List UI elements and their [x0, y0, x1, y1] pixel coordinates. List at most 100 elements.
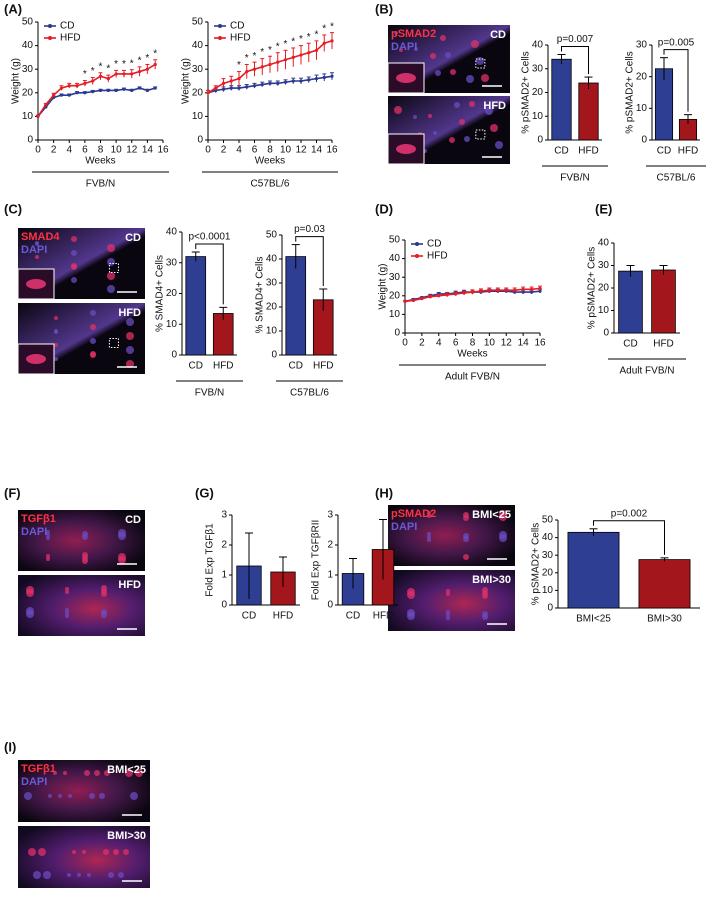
significance-star: *	[245, 53, 249, 64]
point	[106, 77, 110, 81]
x-tick-label: 2	[221, 145, 227, 156]
bar	[638, 559, 691, 609]
point	[114, 72, 118, 76]
cell-nucleus	[103, 849, 109, 855]
y-tick-label: 0	[327, 600, 333, 611]
y-tick-label: 0	[394, 328, 400, 339]
inset-signal	[26, 354, 46, 364]
point	[479, 289, 483, 293]
significance-bracket	[561, 46, 589, 75]
point	[122, 72, 126, 76]
y-tick-label: 40	[192, 40, 204, 51]
cell-nucleus	[46, 557, 50, 561]
bar	[651, 269, 676, 334]
cell-nucleus	[82, 534, 88, 540]
cell-nucleus	[26, 589, 34, 597]
significance-bracket	[295, 236, 324, 286]
micrograph-tissue	[18, 826, 150, 888]
cell-nucleus	[87, 873, 91, 877]
x-axis-label: Weeks	[85, 156, 115, 167]
significance-star: *	[106, 64, 110, 75]
x-tick-label: 4	[66, 145, 72, 156]
bar	[618, 270, 643, 334]
cell-nucleus	[104, 770, 110, 776]
p-value: p=0.002	[611, 508, 648, 519]
cell-nucleus	[107, 285, 115, 293]
y-axis-label: Weight (g)	[378, 264, 389, 310]
cell-nucleus	[414, 47, 418, 51]
bar	[212, 313, 234, 356]
inset-signal	[396, 144, 416, 154]
point	[137, 86, 142, 90]
group-label: C57BL/6	[290, 388, 329, 399]
legend-label: HFD	[427, 251, 448, 262]
x-tick-label: 12	[126, 145, 138, 156]
cell-nucleus	[466, 75, 474, 83]
y-tick-label: 2	[327, 540, 333, 551]
y-tick-label: 50	[542, 515, 554, 526]
cell-nucleus	[445, 52, 451, 58]
cell-nucleus	[82, 558, 88, 564]
point	[307, 51, 311, 55]
point	[237, 86, 241, 90]
bar	[185, 256, 207, 356]
x-tick-label: HFD	[373, 611, 394, 622]
cell-nucleus	[54, 343, 58, 347]
condition-label: CD	[125, 232, 141, 244]
y-tick-label: 30	[166, 257, 178, 268]
point	[330, 39, 334, 43]
point	[513, 288, 517, 292]
x-tick-label: 14	[311, 145, 323, 156]
significance-star: *	[315, 30, 319, 41]
cell-nucleus	[463, 536, 469, 542]
x-tick-label: 6	[82, 145, 88, 156]
cell-nucleus	[107, 258, 115, 266]
bar	[285, 256, 307, 356]
significance-star: *	[138, 55, 142, 66]
condition-label: BMI>30	[472, 574, 511, 586]
cell-nucleus	[28, 848, 36, 856]
point	[411, 298, 416, 303]
cell-nucleus	[63, 771, 67, 775]
point	[59, 86, 64, 90]
cell-nucleus	[118, 872, 124, 878]
x-tick-label: HFD	[578, 146, 599, 157]
point	[314, 48, 319, 52]
cell-nucleus	[449, 137, 455, 143]
cell-nucleus	[58, 794, 62, 798]
roi-box	[475, 129, 486, 140]
point	[283, 80, 288, 84]
y-tick-label: 0	[221, 600, 227, 611]
cell-nucleus	[463, 515, 469, 521]
y-tick-label: 50	[389, 235, 401, 246]
cell-nucleus	[433, 131, 437, 135]
cell-nucleus	[43, 871, 51, 879]
point	[445, 293, 449, 297]
y-tick-label: 3	[221, 510, 227, 521]
point	[237, 77, 241, 81]
cell-nucleus	[471, 40, 479, 48]
y-tick-label: 40	[598, 238, 610, 249]
cell-nucleus	[499, 513, 507, 521]
legend-marker	[415, 242, 419, 246]
cell-nucleus	[427, 532, 431, 536]
cell-nucleus	[446, 592, 450, 596]
significance-star: *	[276, 41, 280, 52]
condition-label: BMI>30	[107, 830, 146, 842]
point	[496, 288, 500, 292]
condition-label: HFD	[118, 579, 141, 591]
x-tick-label: 10	[484, 338, 496, 349]
point	[153, 86, 157, 90]
significance-star: *	[307, 32, 311, 43]
y-tick-label: 10	[636, 103, 648, 114]
y-tick-label: 40	[166, 227, 178, 238]
y-tick-label: 20	[598, 283, 610, 294]
y-tick-label: 0	[271, 350, 277, 361]
point	[59, 93, 64, 97]
y-tick-label: 20	[636, 71, 648, 82]
point	[521, 287, 525, 291]
y-tick-label: 10	[542, 585, 554, 596]
cell-nucleus	[99, 793, 105, 799]
y-tick-label: 0	[171, 350, 177, 361]
micrograph-tissue	[388, 505, 515, 566]
